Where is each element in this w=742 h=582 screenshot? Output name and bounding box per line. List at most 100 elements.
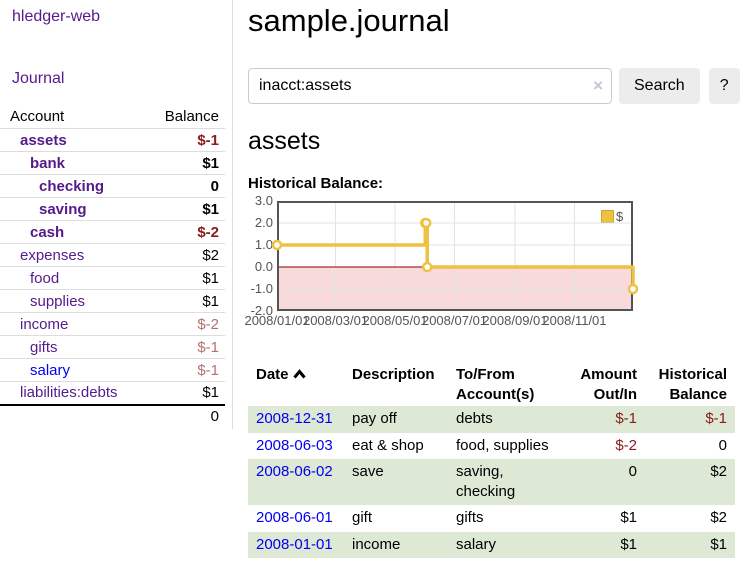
register-row: 2008-06-03 eat & shop food, supplies $-2 0 xyxy=(248,433,735,460)
x-axis-tick-label: 2008/03/01 xyxy=(302,313,369,328)
register-header-amount: Amount Out/In xyxy=(580,366,637,403)
y-axis-tick-label: 0.0 xyxy=(254,259,273,274)
account-row: saving $1 xyxy=(0,197,225,221)
account-row: income $-2 xyxy=(0,312,225,336)
account-balance: $1 xyxy=(202,292,219,310)
account-balance: 0 xyxy=(210,177,219,195)
account-balance: $-2 xyxy=(197,223,219,241)
account-row: expenses $2 xyxy=(0,243,225,267)
main-content: sample.journal × Search ? assets Histori… xyxy=(233,0,742,558)
x-axis-tick-label: 2008/05/01 xyxy=(362,313,428,328)
account-row: gifts $-1 xyxy=(0,335,225,359)
account-link[interactable]: gifts xyxy=(30,338,58,356)
account-balance: $-1 xyxy=(197,131,219,149)
account-link[interactable]: food xyxy=(30,269,60,287)
search-input-wrap: × xyxy=(248,68,612,104)
transaction-balance: $-1 xyxy=(705,410,727,427)
account-balance: $1 xyxy=(202,384,219,402)
account-link[interactable]: expenses xyxy=(20,246,85,264)
account-link[interactable]: saving xyxy=(39,200,87,218)
account-row: cash $-2 xyxy=(0,220,225,244)
y-axis-tick-label: 1.0 xyxy=(254,237,273,252)
account-heading: assets xyxy=(248,127,321,155)
transaction-accounts: saving, checking xyxy=(456,463,516,500)
legend-label: $ xyxy=(616,209,624,224)
accounts-header-balance: Balance xyxy=(164,108,219,125)
x-axis-tick-label: 2008/11/01 xyxy=(542,313,607,328)
register-row: 2008-01-01 income salary $1 $1 xyxy=(248,531,735,558)
register-header-date[interactable]: Date xyxy=(248,363,344,406)
account-link[interactable]: cash xyxy=(30,223,65,241)
account-balance: $2 xyxy=(202,246,219,264)
transaction-description: save xyxy=(352,463,384,480)
y-axis-tick-label: -2.0 xyxy=(250,303,273,318)
account-balance: $-1 xyxy=(197,361,219,379)
chart-title: Historical Balance: xyxy=(248,175,384,192)
register-row: 2008-12-31 pay off debts $-1 $-1 xyxy=(248,406,735,433)
account-link[interactable]: assets xyxy=(20,131,67,149)
accounts-table: Account Balance assets $-1 bank $1 checking 0… xyxy=(0,108,225,428)
page-title: sample.journal xyxy=(248,3,450,38)
transaction-date-link[interactable]: 2008-01-01 xyxy=(256,535,333,553)
transaction-description: pay off xyxy=(352,410,397,427)
sidebar: hledger-web Journal Account Balance asse… xyxy=(0,0,233,429)
account-link[interactable]: liabilities:debts xyxy=(20,384,118,402)
transaction-amount: 0 xyxy=(628,463,637,480)
transaction-balance: $1 xyxy=(710,535,727,553)
transaction-accounts: salary xyxy=(456,535,497,553)
account-row: food $1 xyxy=(0,266,225,290)
register-header-accounts: To/From Account(s) xyxy=(456,366,535,403)
transaction-date-link[interactable]: 2008-06-03 xyxy=(256,436,333,454)
account-balance: $-2 xyxy=(197,315,219,333)
account-link[interactable]: checking xyxy=(39,177,105,195)
account-row: supplies $1 xyxy=(0,289,225,313)
transaction-date-link[interactable]: 2008-06-01 xyxy=(256,509,333,526)
account-link[interactable]: supplies xyxy=(30,292,86,310)
account-balance: $-1 xyxy=(197,338,219,356)
register-header-description: Description xyxy=(352,366,435,383)
account-balance: $1 xyxy=(202,269,219,287)
accounts-header-account: Account xyxy=(10,108,65,125)
transaction-description: eat & shop xyxy=(352,436,424,454)
clear-search-icon[interactable]: × xyxy=(593,76,603,95)
account-balance: $1 xyxy=(202,154,219,172)
register-row: 2008-06-01 gift gifts $1 $2 xyxy=(248,505,735,532)
account-link[interactable]: salary xyxy=(30,361,71,379)
register-header-row: Date Description To/From Account(s) Amou… xyxy=(248,363,735,406)
y-axis-tick-label: 3.0 xyxy=(254,193,273,208)
account-row: liabilities:debts $1 xyxy=(0,381,225,405)
register-row: 2008-06-02 save saving, checking 0 $2 xyxy=(248,459,735,505)
account-row: salary $-1 xyxy=(0,358,225,382)
brand-link[interactable]: hledger-web xyxy=(12,8,101,25)
y-axis-tick-label: -1.0 xyxy=(250,281,273,296)
search-input[interactable] xyxy=(248,68,612,104)
account-link[interactable]: bank xyxy=(30,154,66,172)
account-balance: $1 xyxy=(202,200,219,218)
help-button[interactable]: ? xyxy=(708,68,740,104)
transaction-amount: $-2 xyxy=(615,436,637,454)
sidebar-item-journal[interactable]: Journal xyxy=(12,70,65,87)
transaction-accounts: food, supplies xyxy=(456,436,549,454)
register-header-balance: Historical Balance xyxy=(658,366,727,403)
transaction-balance: 0 xyxy=(718,436,727,454)
transaction-amount: $1 xyxy=(620,509,637,526)
sort-ascending-icon xyxy=(292,369,306,379)
transaction-amount: $1 xyxy=(620,535,637,553)
app-layout: hledger-web Journal Account Balance asse… xyxy=(0,0,742,558)
account-link[interactable]: income xyxy=(20,315,69,333)
transaction-date-link[interactable]: 2008-12-31 xyxy=(256,410,333,427)
transaction-accounts: debts xyxy=(456,410,493,427)
transaction-date-link[interactable]: 2008-06-02 xyxy=(256,463,333,480)
y-axis-tick-label: 2.0 xyxy=(254,215,273,230)
account-row: checking 0 xyxy=(0,174,225,198)
search-form: × Search ? xyxy=(248,68,742,104)
transaction-description: gift xyxy=(352,509,373,526)
chart-canvas xyxy=(271,201,639,311)
accounts-total-row: 0 xyxy=(0,404,225,428)
x-axis-tick-label: 2008/07/01 xyxy=(421,313,488,328)
register-table: Date Description To/From Account(s) Amou… xyxy=(248,363,735,558)
account-row: bank $1 xyxy=(0,151,225,175)
transaction-accounts: gifts xyxy=(456,509,484,526)
search-button[interactable]: Search xyxy=(619,68,700,104)
historical-balance-chart: $ 3.0 2.0 1.0 0.0 -1.0 -2.0 2008/01/01 2008/03/… xyxy=(244,193,728,333)
